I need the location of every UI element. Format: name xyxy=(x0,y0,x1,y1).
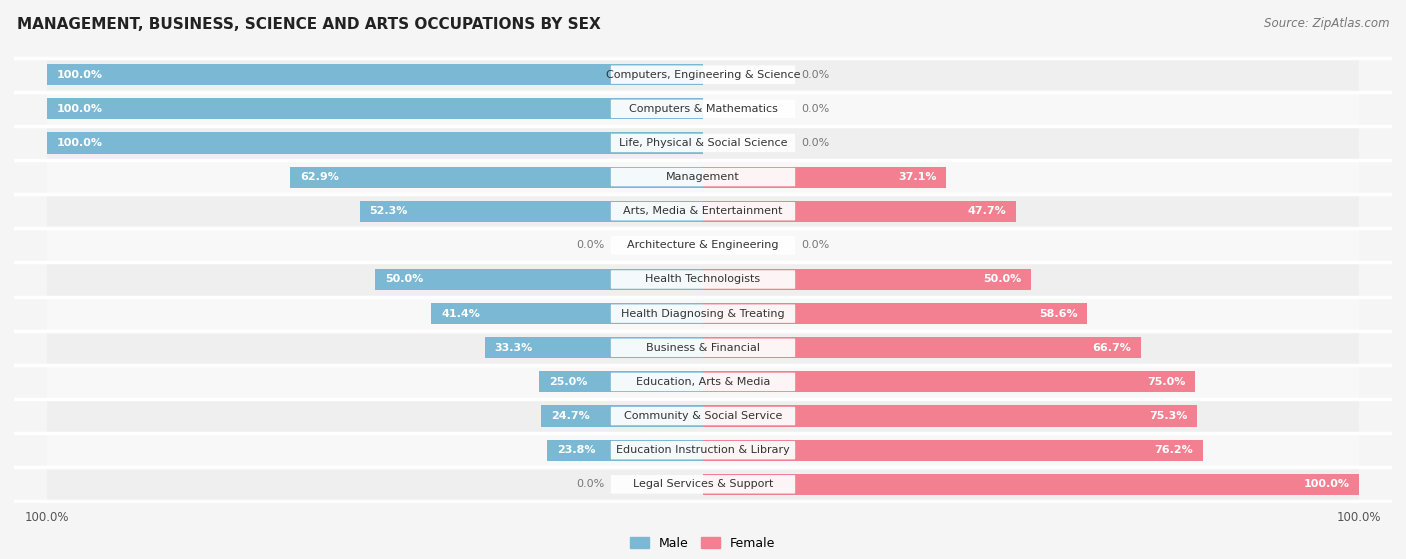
Text: 50.0%: 50.0% xyxy=(385,274,423,285)
Bar xyxy=(46,64,703,86)
Bar xyxy=(46,92,1360,126)
Bar xyxy=(46,126,1360,160)
Text: Management: Management xyxy=(666,172,740,182)
Text: 0.0%: 0.0% xyxy=(801,70,830,80)
Bar xyxy=(538,371,703,392)
Text: 41.4%: 41.4% xyxy=(441,309,479,319)
FancyBboxPatch shape xyxy=(610,100,796,118)
Text: Source: ZipAtlas.com: Source: ZipAtlas.com xyxy=(1264,17,1389,30)
FancyBboxPatch shape xyxy=(610,373,796,391)
Text: Health Technologists: Health Technologists xyxy=(645,274,761,285)
Bar xyxy=(547,439,703,461)
Text: 100.0%: 100.0% xyxy=(56,104,103,114)
Bar xyxy=(46,365,1360,399)
Text: 75.3%: 75.3% xyxy=(1149,411,1187,421)
FancyBboxPatch shape xyxy=(610,271,796,288)
Bar xyxy=(46,160,1360,194)
Text: 0.0%: 0.0% xyxy=(801,104,830,114)
Text: Education Instruction & Library: Education Instruction & Library xyxy=(616,445,790,455)
Text: 75.0%: 75.0% xyxy=(1147,377,1185,387)
FancyBboxPatch shape xyxy=(610,65,796,84)
Bar xyxy=(432,303,703,324)
Text: Education, Arts & Media: Education, Arts & Media xyxy=(636,377,770,387)
FancyBboxPatch shape xyxy=(610,441,796,459)
FancyBboxPatch shape xyxy=(610,202,796,220)
FancyBboxPatch shape xyxy=(610,475,796,494)
Bar xyxy=(46,132,703,154)
FancyBboxPatch shape xyxy=(610,305,796,323)
Legend: Male, Female: Male, Female xyxy=(626,532,780,555)
Bar xyxy=(703,371,1195,392)
Bar xyxy=(485,337,703,358)
Bar xyxy=(703,201,1017,222)
Bar xyxy=(46,331,1360,365)
Text: 52.3%: 52.3% xyxy=(370,206,408,216)
Text: 100.0%: 100.0% xyxy=(1303,479,1350,489)
Text: Computers, Engineering & Science: Computers, Engineering & Science xyxy=(606,70,800,80)
Text: 23.8%: 23.8% xyxy=(557,445,595,455)
Bar xyxy=(360,201,703,222)
Text: 100.0%: 100.0% xyxy=(56,70,103,80)
Text: 0.0%: 0.0% xyxy=(576,479,605,489)
Bar xyxy=(46,262,1360,297)
Bar xyxy=(46,467,1360,501)
Text: 47.7%: 47.7% xyxy=(967,206,1007,216)
Text: 76.2%: 76.2% xyxy=(1154,445,1194,455)
Bar xyxy=(703,269,1031,290)
Text: Life, Physical & Social Science: Life, Physical & Social Science xyxy=(619,138,787,148)
Text: 33.3%: 33.3% xyxy=(495,343,533,353)
Text: Arts, Media & Entertainment: Arts, Media & Entertainment xyxy=(623,206,783,216)
Bar xyxy=(46,297,1360,331)
Bar xyxy=(703,337,1140,358)
Bar xyxy=(46,228,1360,262)
Text: 37.1%: 37.1% xyxy=(898,172,936,182)
Text: Computers & Mathematics: Computers & Mathematics xyxy=(628,104,778,114)
FancyBboxPatch shape xyxy=(610,168,796,186)
Bar xyxy=(541,405,703,427)
Text: 58.6%: 58.6% xyxy=(1039,309,1077,319)
Text: 24.7%: 24.7% xyxy=(551,411,589,421)
Bar xyxy=(703,473,1360,495)
Text: Legal Services & Support: Legal Services & Support xyxy=(633,479,773,489)
Text: 62.9%: 62.9% xyxy=(299,172,339,182)
Bar xyxy=(46,433,1360,467)
Bar xyxy=(703,167,946,188)
Text: 25.0%: 25.0% xyxy=(548,377,588,387)
Bar xyxy=(703,439,1204,461)
Bar xyxy=(46,399,1360,433)
Bar xyxy=(46,58,1360,92)
FancyBboxPatch shape xyxy=(610,236,796,254)
Text: 0.0%: 0.0% xyxy=(576,240,605,250)
Bar xyxy=(703,303,1087,324)
Text: 66.7%: 66.7% xyxy=(1092,343,1130,353)
Text: 50.0%: 50.0% xyxy=(983,274,1021,285)
Bar xyxy=(375,269,703,290)
Text: 100.0%: 100.0% xyxy=(56,138,103,148)
FancyBboxPatch shape xyxy=(610,134,796,152)
Bar xyxy=(46,194,1360,228)
Text: MANAGEMENT, BUSINESS, SCIENCE AND ARTS OCCUPATIONS BY SEX: MANAGEMENT, BUSINESS, SCIENCE AND ARTS O… xyxy=(17,17,600,32)
Text: Community & Social Service: Community & Social Service xyxy=(624,411,782,421)
Bar xyxy=(703,405,1197,427)
Bar xyxy=(290,167,703,188)
FancyBboxPatch shape xyxy=(610,339,796,357)
Text: Architecture & Engineering: Architecture & Engineering xyxy=(627,240,779,250)
Bar xyxy=(46,98,703,120)
Text: Health Diagnosing & Treating: Health Diagnosing & Treating xyxy=(621,309,785,319)
Text: Business & Financial: Business & Financial xyxy=(645,343,761,353)
FancyBboxPatch shape xyxy=(610,407,796,425)
Text: 0.0%: 0.0% xyxy=(801,240,830,250)
Text: 0.0%: 0.0% xyxy=(801,138,830,148)
